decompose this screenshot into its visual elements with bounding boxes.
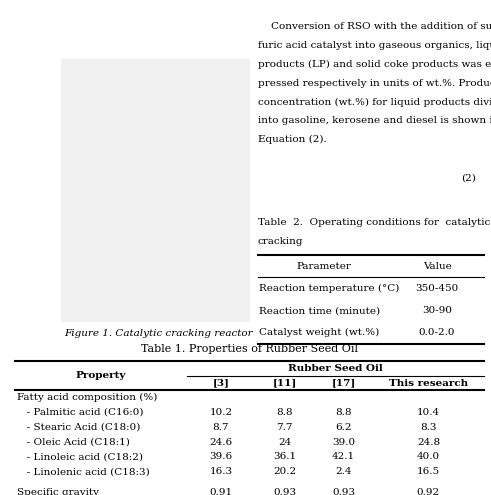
Text: 8.7: 8.7 bbox=[213, 423, 229, 432]
Text: 39.0: 39.0 bbox=[332, 438, 355, 446]
Text: products (LP) and solid coke products was ex-: products (LP) and solid coke products wa… bbox=[258, 60, 491, 69]
Text: 42.1: 42.1 bbox=[332, 452, 355, 461]
Text: - Linolenic acid (C18:3): - Linolenic acid (C18:3) bbox=[17, 467, 150, 476]
Text: Table 1. Properties of Rubber Seed Oil: Table 1. Properties of Rubber Seed Oil bbox=[141, 344, 357, 354]
Text: - Palmitic acid (C16:0): - Palmitic acid (C16:0) bbox=[17, 408, 144, 417]
Text: Specific gravity: Specific gravity bbox=[17, 488, 99, 495]
Text: - Oleic Acid (C18:1): - Oleic Acid (C18:1) bbox=[17, 438, 130, 446]
Text: 24.6: 24.6 bbox=[209, 438, 233, 446]
Text: Table  2.  Operating conditions for  catalytic: Table 2. Operating conditions for cataly… bbox=[258, 218, 490, 227]
Text: - Linoleic acid (C18:2): - Linoleic acid (C18:2) bbox=[17, 452, 143, 461]
Text: 20.2: 20.2 bbox=[273, 467, 297, 476]
Text: This research: This research bbox=[389, 379, 468, 388]
Text: 36.1: 36.1 bbox=[273, 452, 297, 461]
Text: 10.2: 10.2 bbox=[209, 408, 233, 417]
Text: 350-450: 350-450 bbox=[415, 284, 459, 293]
Text: cracking: cracking bbox=[258, 237, 303, 246]
Text: Reaction temperature (°C): Reaction temperature (°C) bbox=[259, 284, 400, 293]
Text: 0.93: 0.93 bbox=[332, 488, 355, 495]
Text: 24: 24 bbox=[278, 438, 291, 446]
Text: Rubber Seed Oil: Rubber Seed Oil bbox=[288, 364, 382, 373]
Text: 7.7: 7.7 bbox=[276, 423, 293, 432]
Text: Fatty acid composition (%): Fatty acid composition (%) bbox=[17, 393, 158, 402]
Text: [17]: [17] bbox=[331, 379, 356, 388]
Text: 30-90: 30-90 bbox=[422, 306, 452, 315]
Text: 16.3: 16.3 bbox=[209, 467, 233, 476]
Text: 2.4: 2.4 bbox=[335, 467, 352, 476]
Text: 6.2: 6.2 bbox=[335, 423, 352, 432]
Text: concentration (wt.%) for liquid products divided: concentration (wt.%) for liquid products… bbox=[258, 98, 491, 106]
Text: into gasoline, kerosene and diesel is shown in: into gasoline, kerosene and diesel is sh… bbox=[258, 116, 491, 125]
Text: 24.8: 24.8 bbox=[417, 438, 440, 446]
Text: Conversion of RSO with the addition of sul-: Conversion of RSO with the addition of s… bbox=[258, 22, 491, 31]
Text: 0.0-2.0: 0.0-2.0 bbox=[419, 328, 455, 338]
Text: furic acid catalyst into gaseous organics, liquid: furic acid catalyst into gaseous organic… bbox=[258, 41, 491, 50]
Text: [3]: [3] bbox=[213, 379, 229, 388]
Text: Reaction time (minute): Reaction time (minute) bbox=[259, 306, 381, 315]
Text: Property: Property bbox=[76, 371, 126, 380]
Text: 10.4: 10.4 bbox=[417, 408, 440, 417]
Text: 40.0: 40.0 bbox=[417, 452, 440, 461]
Text: 16.5: 16.5 bbox=[417, 467, 440, 476]
Text: 0.93: 0.93 bbox=[273, 488, 297, 495]
Text: Value: Value bbox=[423, 261, 451, 271]
Text: Parameter: Parameter bbox=[297, 261, 352, 271]
Text: Catalyst weight (wt.%): Catalyst weight (wt.%) bbox=[259, 328, 380, 338]
Text: 0.91: 0.91 bbox=[209, 488, 233, 495]
Text: - Stearic Acid (C18:0): - Stearic Acid (C18:0) bbox=[17, 423, 140, 432]
Text: 8.8: 8.8 bbox=[276, 408, 293, 417]
Text: 8.3: 8.3 bbox=[420, 423, 436, 432]
Text: (2): (2) bbox=[462, 174, 476, 183]
Text: Equation (2).: Equation (2). bbox=[258, 135, 327, 144]
Text: Figure 1. Catalytic cracking reactor: Figure 1. Catalytic cracking reactor bbox=[64, 329, 252, 338]
Text: pressed respectively in units of wt.%. Product: pressed respectively in units of wt.%. P… bbox=[258, 79, 491, 88]
Text: 0.92: 0.92 bbox=[417, 488, 440, 495]
Text: 8.8: 8.8 bbox=[335, 408, 352, 417]
Text: 39.6: 39.6 bbox=[209, 452, 233, 461]
Text: [11]: [11] bbox=[273, 379, 297, 388]
